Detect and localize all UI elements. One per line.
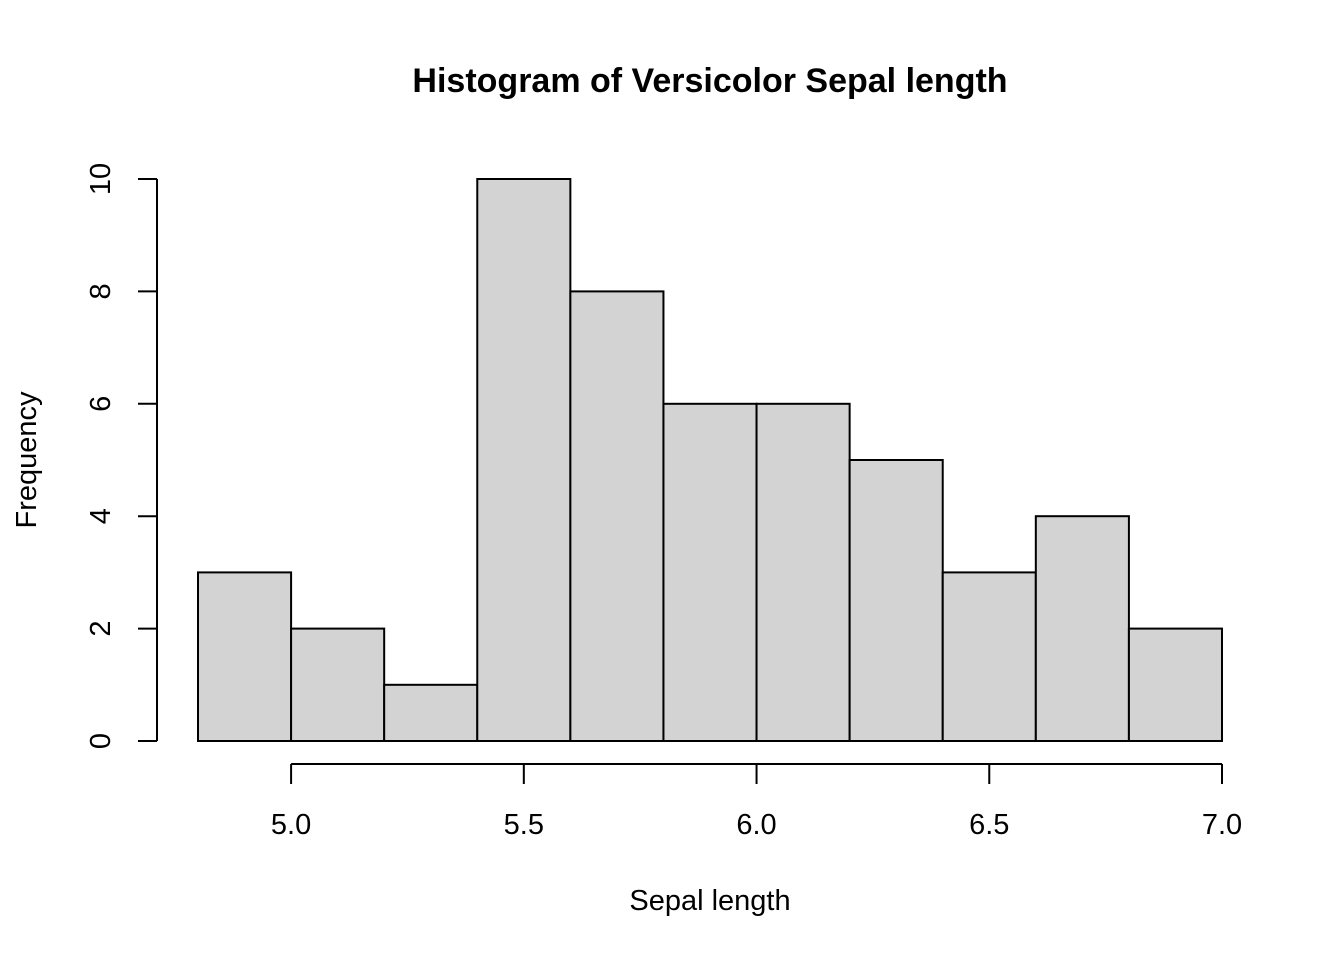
x-axis: 5.0 5.5 6.0 6.5 7.0 — [271, 763, 1242, 841]
histogram-bar-7 — [848, 459, 944, 742]
x-tick-label-1: 5.5 — [504, 809, 544, 841]
y-axis-label: Frequency — [11, 391, 43, 529]
histogram-bar-3 — [476, 178, 572, 742]
x-tick-label-2: 6.0 — [736, 809, 776, 841]
y-tick-label-2: 4 — [85, 508, 117, 524]
histogram-bar-2 — [383, 683, 479, 742]
y-tick-label-5: 10 — [85, 163, 117, 195]
histogram-bar-5 — [662, 402, 758, 742]
bars-group — [197, 178, 1223, 743]
histogram-bar-6 — [755, 402, 851, 742]
histogram-bar-8 — [941, 571, 1037, 743]
histogram-bar-10 — [1127, 627, 1223, 742]
histogram-bar-0 — [197, 571, 293, 743]
y-tick-label-3: 6 — [85, 396, 117, 412]
y-tick-label-4: 8 — [85, 283, 117, 299]
x-tick-label-0: 5.0 — [271, 809, 311, 841]
y-axis: 0 2 4 6 8 10 — [85, 163, 158, 749]
histogram-bar-1 — [290, 627, 386, 742]
histogram-bar-4 — [569, 290, 665, 742]
y-tick-label-0: 0 — [85, 733, 117, 749]
y-tick-label-1: 2 — [85, 621, 117, 637]
x-tick-label-4: 7.0 — [1202, 809, 1242, 841]
x-axis-label: Sepal length — [629, 885, 790, 917]
histogram-bar-9 — [1034, 515, 1130, 743]
x-tick-label-3: 6.5 — [969, 809, 1009, 841]
chart-title: Histogram of Versicolor Sepal length — [412, 62, 1007, 100]
